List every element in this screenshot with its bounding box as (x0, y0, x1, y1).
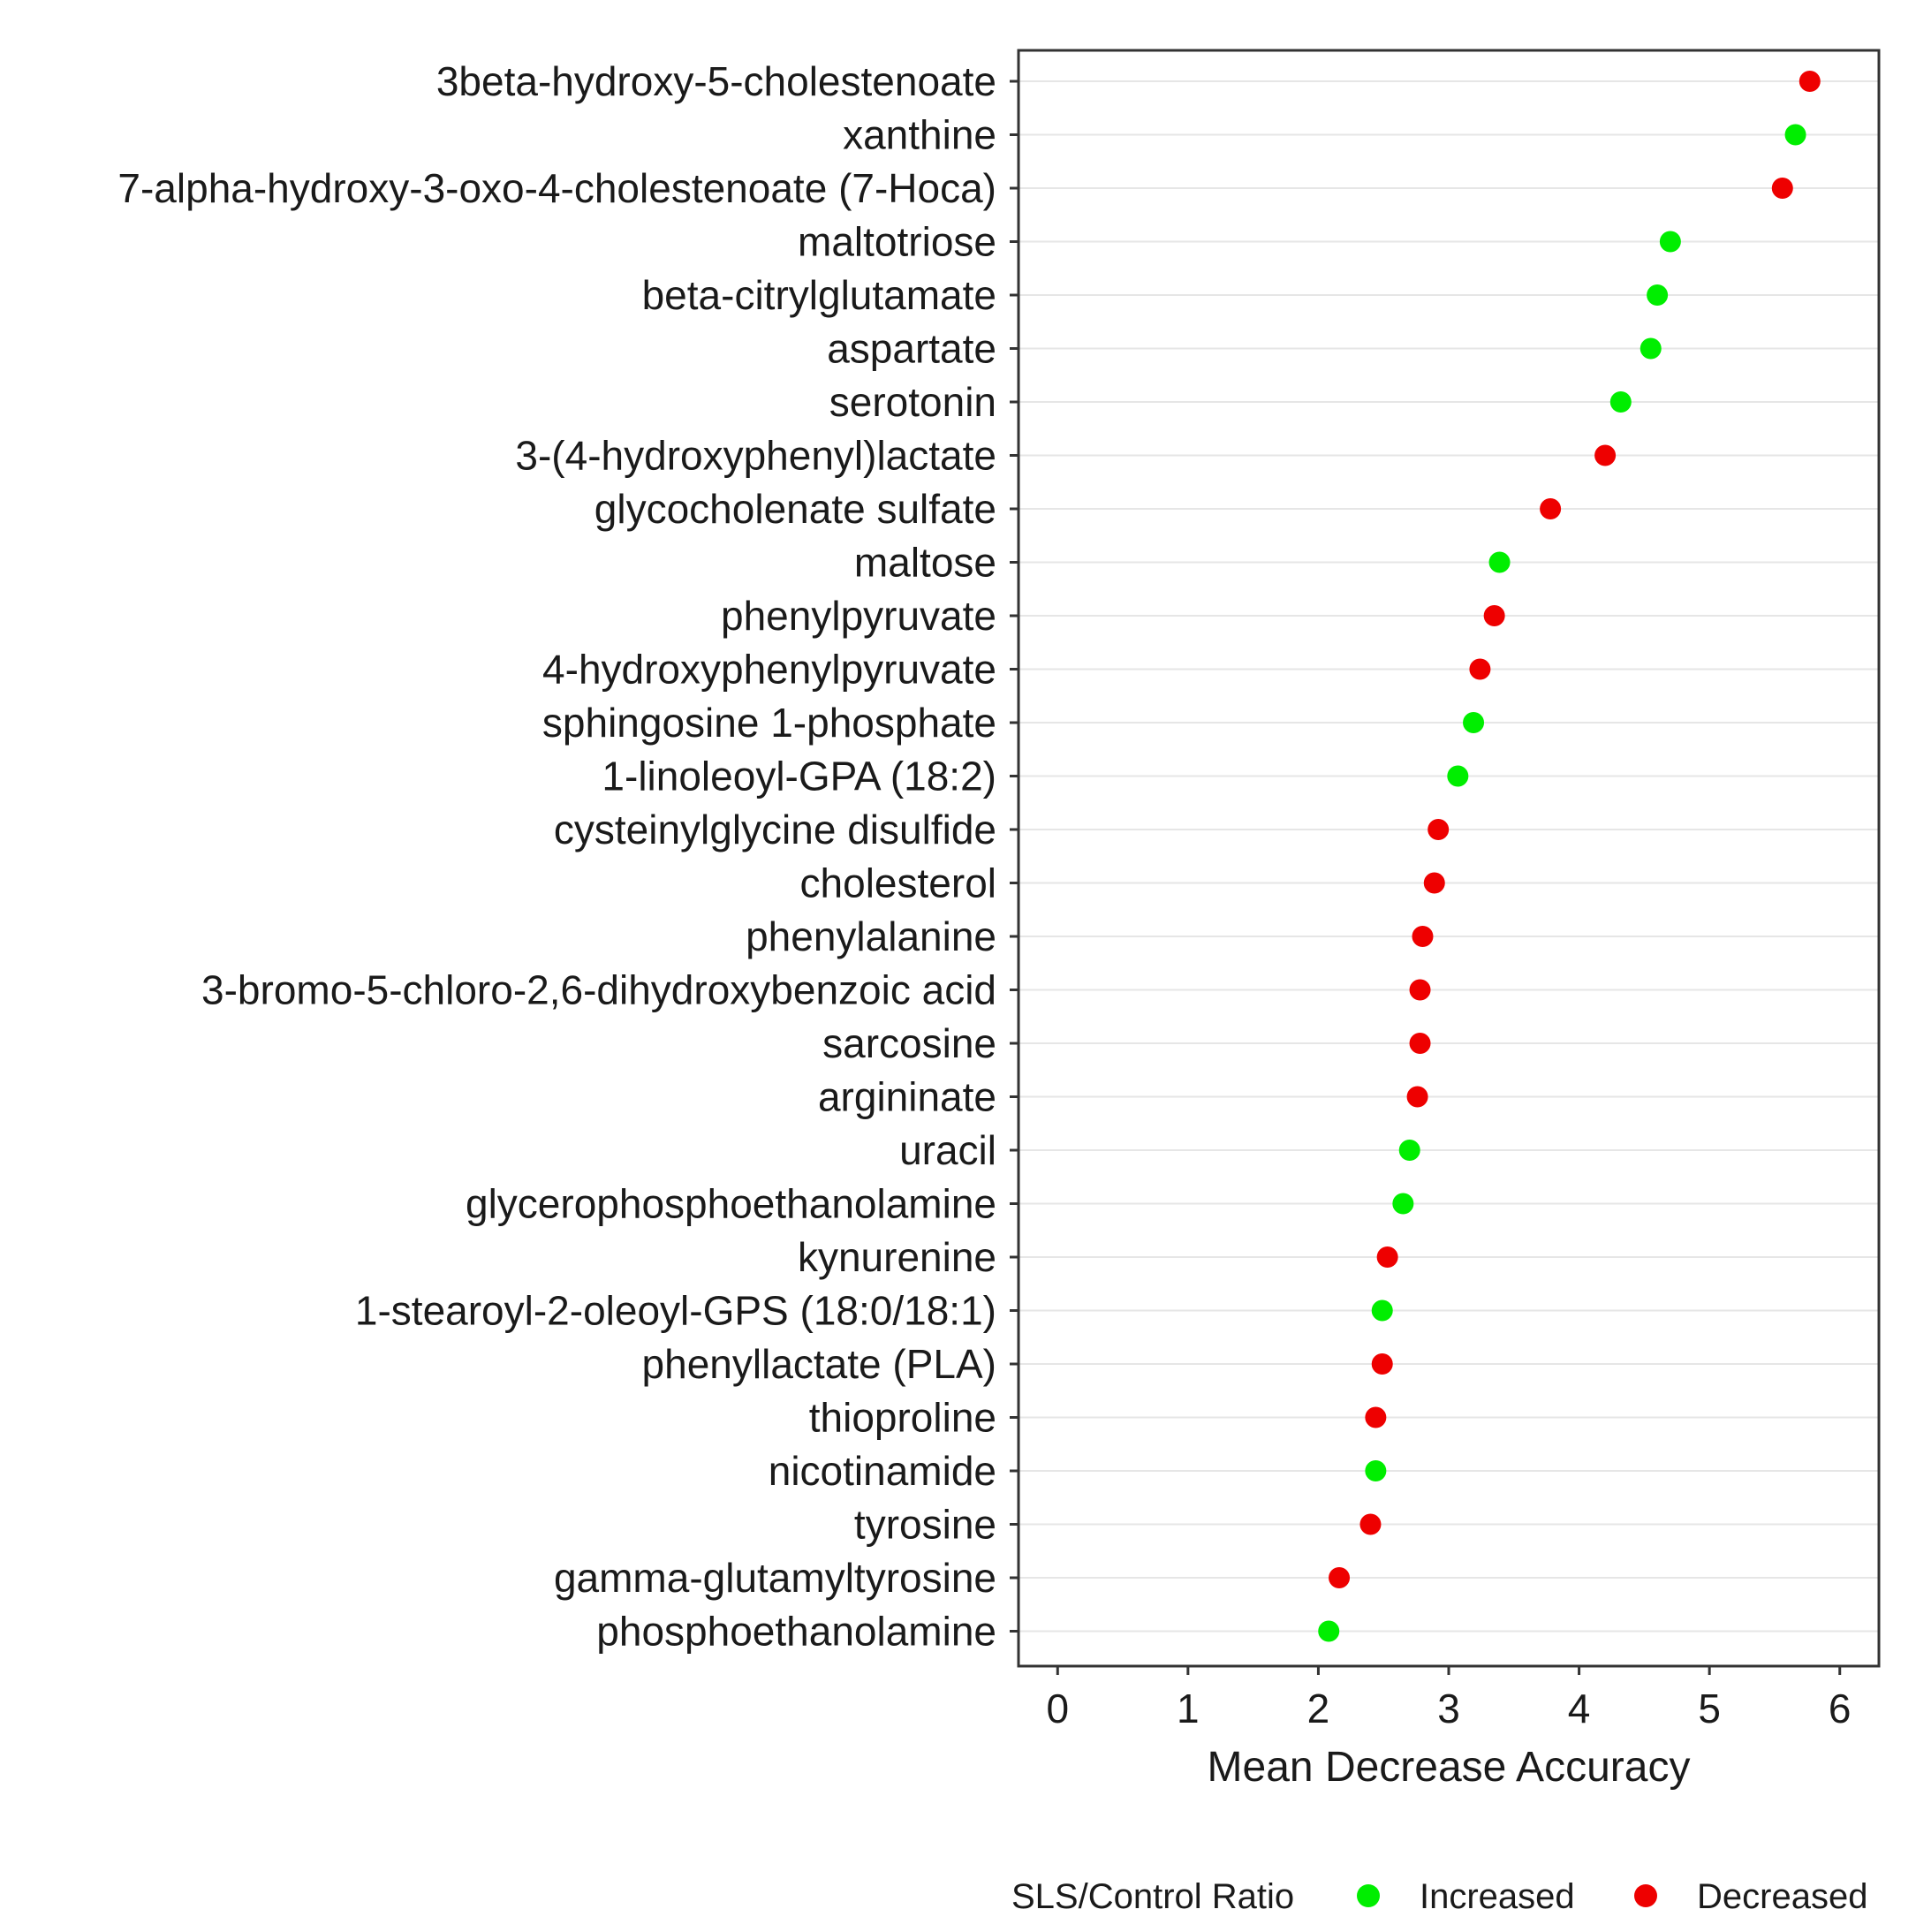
y-tick-label: xanthine (843, 112, 996, 158)
y-tick-label: glycocholenate sulfate (594, 486, 996, 532)
y-tick-label: 7-alpha-hydroxy-3-oxo-4-cholestenoate (7… (117, 165, 996, 211)
x-tick-label: 0 (1046, 1686, 1069, 1731)
y-tick-label: sarcosine (822, 1020, 996, 1066)
y-tick-label: phosphoethanolamine (596, 1609, 996, 1655)
plot-panel (1017, 49, 1881, 1668)
data-point (1784, 124, 1806, 146)
y-tick-label: phenylpyruvate (721, 593, 996, 639)
x-tick-label: 6 (1829, 1686, 1852, 1731)
legend-key-increased (1357, 1884, 1380, 1907)
data-point (1406, 1086, 1428, 1108)
y-tick-label: maltotriose (798, 219, 996, 265)
x-tick-label: 5 (1698, 1686, 1721, 1731)
y-tick-label: gamma-glutamyltyrosine (554, 1555, 996, 1601)
data-point (1469, 658, 1491, 680)
data-point (1371, 1353, 1393, 1375)
legend-label-decreased: Decreased (1697, 1877, 1867, 1916)
data-point (1659, 231, 1681, 253)
y-tick-label: uracil (899, 1127, 996, 1173)
data-point (1398, 1140, 1420, 1161)
y-tick-label: glycerophosphoethanolamine (466, 1181, 996, 1227)
data-point (1447, 765, 1469, 787)
legend-key-decreased (1634, 1884, 1657, 1907)
data-point (1318, 1620, 1340, 1642)
data-point (1412, 926, 1434, 947)
y-tick-label: 3-bromo-5-chloro-2,6-dihydroxybenzoic ac… (201, 967, 996, 1013)
data-point (1488, 551, 1511, 573)
data-point (1483, 605, 1505, 626)
data-points (1318, 71, 1821, 1642)
data-point (1365, 1460, 1387, 1481)
y-tick-label: phenylalanine (746, 913, 996, 959)
y-axis-ticks (1010, 80, 1019, 1633)
y-tick-label: maltose (854, 540, 996, 586)
data-point (1609, 391, 1632, 413)
data-point (1647, 284, 1669, 306)
y-tick-label: serotonin (829, 379, 996, 425)
x-axis-title: Mean Decrease Accuracy (1208, 1744, 1691, 1791)
y-tick-label: beta-citrylglutamate (642, 272, 996, 318)
data-point (1463, 712, 1485, 733)
x-axis-ticks (1056, 1666, 1842, 1675)
data-point (1799, 71, 1821, 92)
data-point (1594, 444, 1617, 466)
gridlines (1019, 80, 1879, 1633)
x-tick-label: 1 (1177, 1686, 1200, 1731)
legend: SLS/Control Ratio Increased Decreased (1011, 1877, 1867, 1916)
x-axis-labels: 0 1 2 3 4 5 6 (1046, 1686, 1851, 1731)
y-tick-label: sphingosine 1-phosphate (542, 700, 996, 746)
y-tick-label: argininate (818, 1074, 996, 1120)
x-tick-label: 2 (1307, 1686, 1330, 1731)
data-point (1640, 337, 1662, 360)
legend-label-increased: Increased (1420, 1877, 1575, 1916)
y-tick-label: 1-linoleoyl-GPA (18:2) (602, 754, 996, 799)
legend-title: SLS/Control Ratio (1011, 1877, 1294, 1916)
data-point (1428, 819, 1450, 840)
data-point (1409, 1033, 1431, 1054)
y-axis-labels: 3beta-hydroxy-5-cholestenoate xanthine 7-a… (117, 58, 996, 1655)
data-point (1359, 1513, 1382, 1535)
y-tick-label: 3-(4-hydroxyphenyl)lactate (515, 433, 996, 479)
y-tick-label: 3beta-hydroxy-5-cholestenoate (436, 58, 996, 104)
x-tick-label: 3 (1437, 1686, 1460, 1731)
y-tick-label: aspartate (827, 326, 996, 372)
data-point (1423, 872, 1445, 894)
data-point (1376, 1246, 1398, 1268)
y-tick-label: phenyllactate (PLA) (642, 1341, 996, 1387)
y-tick-label: cholesterol (800, 860, 996, 906)
x-tick-label: 4 (1568, 1686, 1591, 1731)
data-point (1392, 1193, 1414, 1215)
y-tick-label: thioproline (809, 1395, 996, 1441)
data-point (1409, 979, 1431, 1001)
data-point (1329, 1567, 1351, 1588)
data-point (1371, 1299, 1393, 1322)
y-tick-label: kynurenine (798, 1234, 996, 1280)
y-tick-label: nicotinamide (769, 1448, 996, 1494)
data-point (1365, 1406, 1387, 1428)
data-point (1771, 178, 1793, 199)
y-tick-label: tyrosine (854, 1502, 996, 1548)
data-point (1540, 498, 1562, 519)
y-tick-label: cysteinylglycine disulfide (554, 807, 996, 852)
y-tick-label: 1-stearoyl-2-oleoyl-GPS (18:0/18:1) (355, 1288, 996, 1334)
y-tick-label: 4-hydroxyphenylpyruvate (542, 647, 996, 693)
